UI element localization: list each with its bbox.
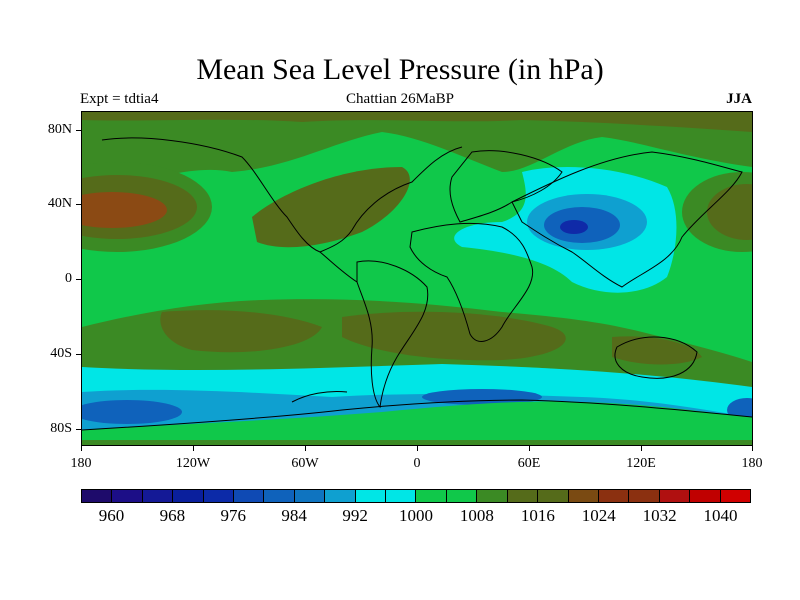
- colorbar-label: 1024: [581, 506, 616, 525]
- coast-central-america: [319, 251, 358, 283]
- lon-tick: [752, 446, 753, 451]
- colorbar-segment: [112, 490, 143, 502]
- coast-antarctic-peninsula: [291, 391, 348, 403]
- colorbar-segment: [386, 490, 417, 502]
- colorbar-label: 1040: [703, 506, 738, 525]
- lat-label-80n: 80N: [47, 122, 72, 137]
- lon-tick: [305, 446, 306, 451]
- coast-asia: [511, 151, 743, 288]
- colorbar-segment: [629, 490, 660, 502]
- coastlines: [82, 137, 752, 431]
- colorbar-label: 960: [98, 506, 125, 525]
- coast-australia: [614, 336, 698, 379]
- colorbar-segment: [203, 490, 235, 502]
- lon-label-120w: 120W: [175, 456, 211, 471]
- lon-label-60w: 60W: [291, 456, 319, 471]
- chart-title: Mean Sea Level Pressure (in hPa): [196, 53, 604, 86]
- experiment-label: Expt = tdtia4: [80, 91, 159, 107]
- lon-label-0: 0: [413, 456, 421, 471]
- field-southern-low-mid: [422, 389, 542, 405]
- coast-africa: [409, 222, 534, 342]
- lat-label-40n: 40N: [47, 196, 72, 211]
- colorbar-label: 1000: [399, 506, 433, 525]
- lat-tick: [76, 130, 81, 131]
- field-pole: [82, 440, 752, 445]
- colorbar-segment: [720, 490, 750, 502]
- lon-tick: [417, 446, 418, 451]
- lon-label-120e: 120E: [626, 456, 656, 471]
- colorbar-segment: [416, 490, 447, 502]
- season-label: JJA: [726, 91, 752, 107]
- lat-tick: [76, 279, 81, 280]
- field-antarctica: [82, 401, 752, 445]
- colorbar-segment: [355, 490, 387, 502]
- colorbar-segment: [294, 490, 326, 502]
- field-npacific-east: [707, 184, 752, 240]
- colorbar-segment: [538, 490, 569, 502]
- lon-tick: [641, 446, 642, 451]
- colorbar-segment: [598, 490, 630, 502]
- lat-label-80s: 80S: [50, 421, 72, 436]
- field-australia-high: [612, 336, 702, 365]
- coast-north-america: [101, 137, 463, 253]
- lon-label-60e: 60E: [517, 456, 541, 471]
- colorbar-segment: [568, 490, 599, 502]
- colorbar-label: 1016: [520, 506, 555, 525]
- lat-tick: [76, 204, 81, 205]
- colorbar-segment: [82, 490, 113, 502]
- lat-label-40s: 40S: [50, 346, 72, 361]
- colorbar-label: 992: [342, 506, 368, 525]
- colorbar-segment: [690, 490, 721, 502]
- field-southern-low-west: [82, 400, 182, 424]
- colorbar-segment: [142, 490, 174, 502]
- colorbar-segment: [477, 490, 508, 502]
- colorbar-label: 1008: [459, 506, 494, 525]
- colorbar-label: 984: [281, 506, 307, 525]
- colorbar-segment: [234, 490, 265, 502]
- lon-tick: [193, 446, 194, 451]
- colorbar-segment: [264, 490, 295, 502]
- colorbar-label: 968: [159, 506, 186, 525]
- lon-label-180w: 180: [70, 456, 92, 471]
- colorbar-label: 976: [220, 506, 247, 525]
- field-spacific-high: [160, 310, 322, 353]
- colorbar-label: 1032: [642, 506, 677, 525]
- lon-label-180e: 180: [741, 456, 763, 471]
- colorbar-segment: [659, 490, 691, 502]
- colorbar-segment: [173, 490, 204, 502]
- lon-tick: [529, 446, 530, 451]
- field-npacific-core: [82, 192, 167, 228]
- lon-tick: [81, 446, 82, 451]
- colorbar-segment: [507, 490, 539, 502]
- pressure-field: [82, 112, 752, 445]
- period-label: Chattian 26MaBP: [346, 91, 454, 107]
- field-asia-low-core: [560, 220, 588, 234]
- lat-tick: [76, 354, 81, 355]
- field-north-dark: [82, 112, 752, 132]
- lat-label-0: 0: [65, 271, 72, 286]
- lat-tick: [76, 429, 81, 430]
- coast-south-america: [356, 260, 429, 409]
- colorbar: [81, 489, 751, 503]
- coast-antarctica: [82, 399, 752, 431]
- colorbar-segment: [446, 490, 478, 502]
- field-satlantic-high: [342, 311, 566, 361]
- pressure-map: [81, 111, 753, 446]
- field-natlantic: [252, 167, 410, 248]
- colorbar-segment: [325, 490, 356, 502]
